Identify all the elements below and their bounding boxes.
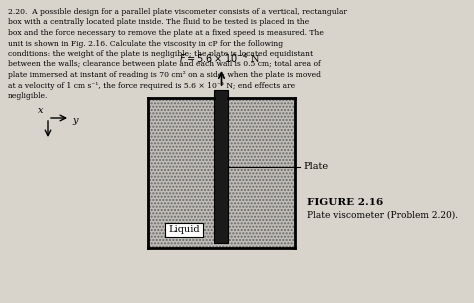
- Text: at a velocity of 1 cm s⁻¹, the force required is 5.6 × 10⁻⁴ N; end effects are: at a velocity of 1 cm s⁻¹, the force req…: [8, 82, 295, 89]
- Text: box with a centrally located plate inside. The fluid to be tested is placed in t: box with a centrally located plate insid…: [8, 18, 309, 26]
- Bar: [148, 98, 295, 248]
- Text: Plate: Plate: [303, 162, 328, 171]
- Text: FIGURE 2.16: FIGURE 2.16: [307, 198, 383, 207]
- Text: conditions: the weight of the plate is negligible; the plate is located equidist: conditions: the weight of the plate is n…: [8, 50, 313, 58]
- Text: y: y: [72, 116, 78, 125]
- Text: $F = 5.6 \times 10^{-4}$ N: $F = 5.6 \times 10^{-4}$ N: [179, 51, 260, 65]
- Bar: [215, 90, 228, 243]
- Text: plate immersed at instant of reading is 70 cm² on a side; when the plate is move: plate immersed at instant of reading is …: [8, 71, 321, 79]
- Text: 2.20.  A possible design for a parallel plate viscometer consists of a vertical,: 2.20. A possible design for a parallel p…: [8, 8, 347, 16]
- Text: x: x: [38, 106, 44, 115]
- Text: Liquid: Liquid: [168, 225, 200, 235]
- Text: negligible.: negligible.: [8, 92, 48, 100]
- Text: between the walls; clearance between plate and each wall is 0.5 cm; total area o: between the walls; clearance between pla…: [8, 61, 321, 68]
- Bar: [148, 98, 295, 248]
- Text: Plate viscometer (Problem 2.20).: Plate viscometer (Problem 2.20).: [307, 211, 458, 220]
- Text: unit is shown in Fig. 2.16. Calculate the viscosity in cP for the following: unit is shown in Fig. 2.16. Calculate th…: [8, 39, 283, 48]
- Text: box and the force necessary to remove the plate at a fixed speed is measured. Th: box and the force necessary to remove th…: [8, 29, 324, 37]
